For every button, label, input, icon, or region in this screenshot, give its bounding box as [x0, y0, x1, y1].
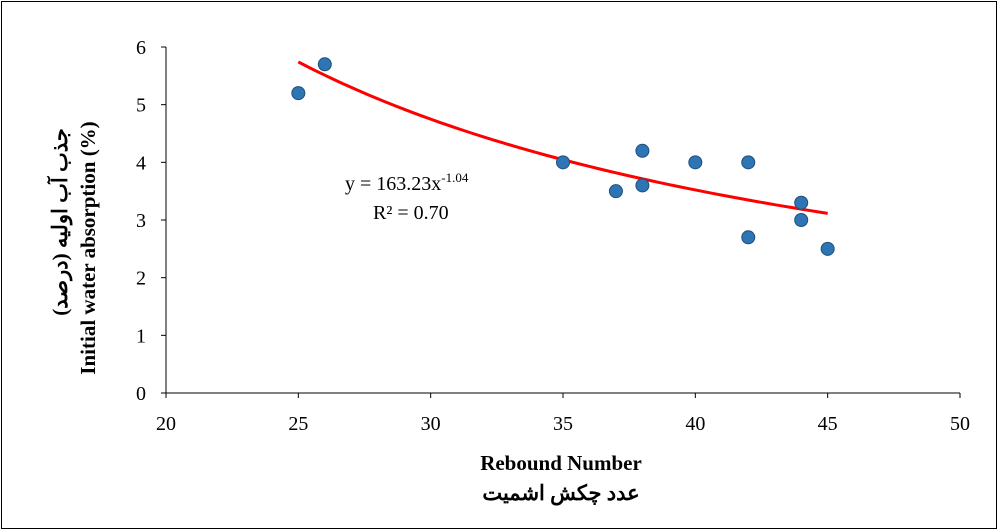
- y-tick-label: 5: [136, 95, 146, 117]
- x-axis-title-fa: عدد چکش اشمیت: [482, 481, 639, 506]
- y-tick-label: 0: [136, 383, 146, 405]
- data-point: [556, 155, 570, 170]
- data-point: [635, 178, 650, 193]
- y-axis-title: Initial water absorption (%): [76, 121, 100, 374]
- y-tick-label: 1: [136, 325, 146, 347]
- data-point: [794, 195, 809, 210]
- y-axis-title-fa: جذب آب اولیه (درصد): [46, 128, 73, 315]
- data-point: [741, 155, 756, 170]
- axes: [161, 46, 961, 398]
- data-point: [820, 241, 835, 256]
- data-point: [794, 213, 809, 227]
- data-point: [635, 143, 650, 158]
- data-point: [688, 155, 703, 170]
- data-points: [291, 57, 835, 256]
- x-tick-label: 25: [288, 413, 308, 435]
- y-tick-label: 4: [136, 152, 146, 174]
- data-point: [291, 86, 306, 101]
- trendline-r2: R² = 0.70: [373, 202, 449, 224]
- x-axis-title: Rebound Number: [480, 451, 642, 475]
- x-tick-label: 35: [553, 413, 573, 435]
- data-point: [608, 184, 623, 199]
- y-tick-labels: 0 1 2 3 4 5 6: [136, 37, 146, 405]
- y-tick-label: 3: [136, 210, 146, 232]
- x-tick-labels: 20 25 30 35 40 45 50: [156, 413, 970, 435]
- x-tick-label: 40: [685, 413, 705, 435]
- x-tick-label: 45: [818, 413, 838, 435]
- data-point: [741, 230, 756, 245]
- x-tick-label: 20: [156, 413, 176, 435]
- y-tick-label: 6: [136, 37, 146, 59]
- data-point: [317, 57, 332, 72]
- x-tick-label: 50: [950, 413, 970, 435]
- y-tick-label: 2: [136, 268, 146, 290]
- x-tick-label: 30: [421, 413, 441, 435]
- trendline-equation: y = 163.23x-1.04: [345, 170, 469, 195]
